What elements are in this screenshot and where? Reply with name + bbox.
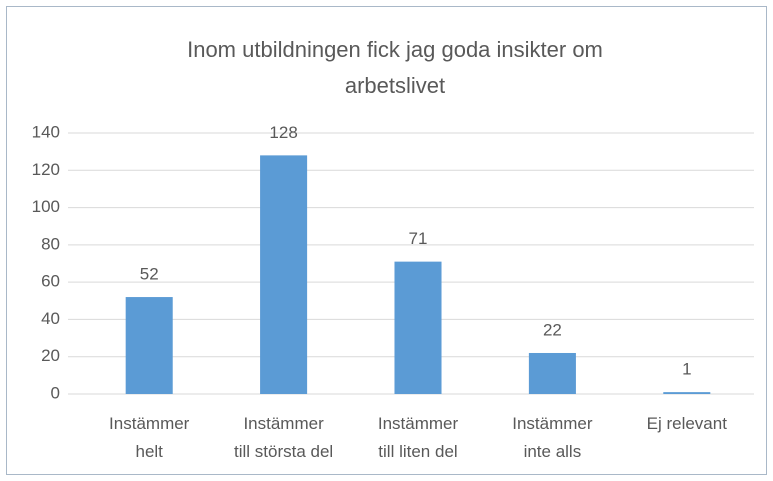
y-tick-label: 20 [41, 346, 60, 365]
chart-border [6, 6, 767, 475]
chart-title: Inom utbildningen fick jag goda insikter… [187, 37, 603, 98]
data-label: 52 [140, 265, 159, 284]
x-tick-label: Instämmer till största del [233, 414, 334, 461]
y-tick-label: 120 [32, 160, 60, 179]
y-tick-label: 0 [51, 383, 60, 402]
y-tick-label: 140 [32, 122, 60, 141]
x-tick-label: Instämmer helt [109, 414, 190, 461]
y-tick-label: 100 [32, 197, 60, 216]
x-tick-label: Ej relevant [646, 414, 727, 433]
bar [125, 297, 173, 394]
y-tick-label: 40 [41, 309, 60, 328]
data-label: 1 [682, 360, 691, 379]
y-tick-label: 60 [41, 272, 60, 291]
data-label: 71 [409, 229, 428, 248]
x-tick-label: Instämmer inte alls [512, 414, 593, 461]
data-label: 128 [269, 123, 297, 142]
bar [394, 261, 442, 394]
bar [663, 392, 711, 394]
y-tick-label: 80 [41, 234, 60, 253]
data-label: 22 [543, 320, 562, 339]
bar [528, 352, 576, 394]
bar [260, 155, 308, 394]
x-tick-label: Instämmer till liten del [377, 414, 459, 461]
